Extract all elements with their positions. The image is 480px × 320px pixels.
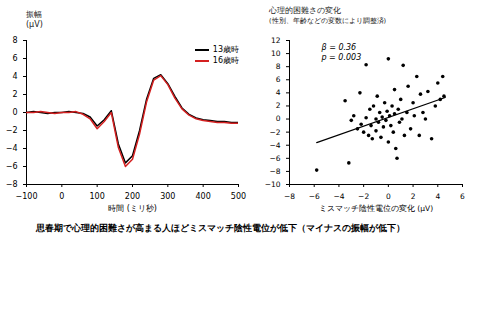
svg-text:−4: −4 <box>333 192 344 201</box>
svg-text:2: 2 <box>12 90 17 99</box>
svg-text:0: 0 <box>12 108 17 117</box>
svg-text:4: 4 <box>12 72 17 81</box>
svg-text:β = 0.36: β = 0.36 <box>321 43 357 52</box>
svg-text:−10: −10 <box>265 180 281 189</box>
svg-text:4: 4 <box>276 88 281 97</box>
svg-text:0: 0 <box>276 114 281 123</box>
svg-text:−100: −100 <box>16 192 38 201</box>
svg-text:−6: −6 <box>6 162 18 171</box>
svg-text:300: 300 <box>160 192 175 201</box>
svg-text:2: 2 <box>411 192 416 201</box>
svg-text:−8: −8 <box>284 192 295 201</box>
html-text:13歳時: 13歳時 <box>212 45 239 54</box>
svg-text:4: 4 <box>435 192 440 201</box>
svg-text:−8: −8 <box>269 167 280 176</box>
html-text:振幅: 振幅 <box>26 10 42 19</box>
svg-text:−6: −6 <box>309 192 320 201</box>
svg-text:時間 (ミリ秒): 時間 (ミリ秒) <box>108 204 157 213</box>
svg-text:8: 8 <box>276 62 281 71</box>
svg-text:100: 100 <box>90 192 105 201</box>
svg-text:p = 0.003: p = 0.003 <box>321 53 362 62</box>
svg-text:6: 6 <box>12 54 17 63</box>
svg-text:−8: −8 <box>6 180 18 189</box>
svg-text:0: 0 <box>386 192 391 201</box>
svg-text:12: 12 <box>271 36 281 45</box>
html-text:16歳時: 16歳時 <box>212 56 239 65</box>
svg-text:200: 200 <box>125 192 140 201</box>
svg-text:2: 2 <box>276 101 281 110</box>
html-text:(性別、年齢などの変数により調整済): (性別、年齢などの変数により調整済) <box>269 17 387 25</box>
svg-text:−6: −6 <box>269 154 280 163</box>
svg-text:6: 6 <box>460 192 465 201</box>
svg-text:−2: −2 <box>6 126 18 135</box>
svg-text:−2: −2 <box>358 192 369 201</box>
svg-text:6: 6 <box>276 75 281 84</box>
svg-text:8: 8 <box>12 36 17 45</box>
svg-text:ミスマッチ陰性電位の変化 (μV): ミスマッチ陰性電位の変化 (μV) <box>319 204 433 213</box>
html-text:(μV): (μV) <box>26 20 43 29</box>
svg-text:−4: −4 <box>269 141 280 150</box>
svg-text:−4: −4 <box>6 144 18 153</box>
html-text:心理的困難さの変化: 心理的困難さの変化 <box>269 6 341 15</box>
svg-text:500: 500 <box>231 192 246 201</box>
svg-text:10: 10 <box>271 49 281 58</box>
svg-text:−2: −2 <box>269 128 280 137</box>
html-text:思春期で心理的困難さが高まる人ほどミスマッチ陰性電位が低下（: 思春期で心理的困難さが高まる人ほどミスマッチ陰性電位が低下（マイナスの振幅が低下… <box>36 223 405 233</box>
svg-text:0: 0 <box>59 192 64 201</box>
svg-text:400: 400 <box>196 192 211 201</box>
